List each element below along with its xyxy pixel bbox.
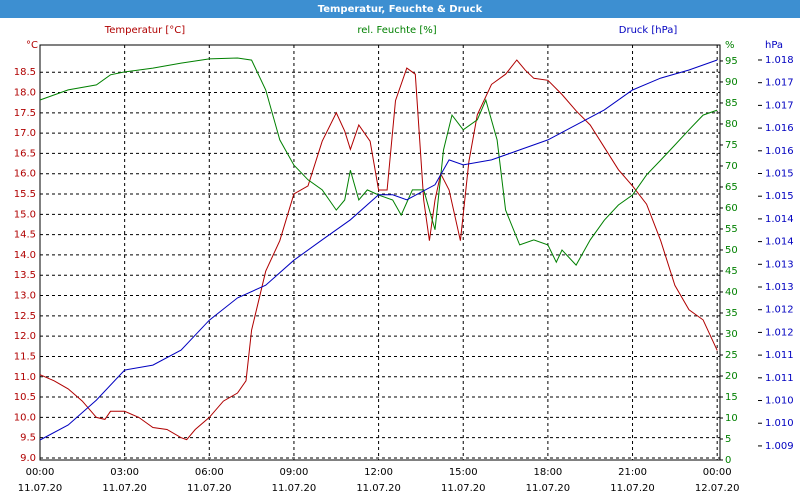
y3-tick-label: 1.018	[765, 55, 794, 66]
y-tick-label: 15.5	[14, 189, 36, 200]
x-tick-date: 11.07.20	[18, 483, 63, 494]
y-tick-label: 15.0	[14, 209, 36, 220]
y3-tick-label: 1.013	[765, 282, 794, 293]
x-tick-label: 00:00	[703, 467, 732, 478]
x-tick-label: 09:00	[280, 467, 309, 478]
y3-tick-label: 1.015	[765, 191, 794, 202]
x-tick-date: 11.07.20	[441, 483, 486, 494]
y3-tick-label: 1.010	[765, 396, 794, 407]
y2-tick-label: 50	[725, 245, 738, 256]
y2-tick-label: 30	[725, 329, 738, 340]
y2-tick-label: 40	[725, 287, 738, 298]
y2-tick-label: 85	[725, 98, 738, 109]
y2-tick-label: 80	[725, 119, 738, 130]
y2-tick-label: 25	[725, 350, 738, 361]
title-bar	[0, 0, 800, 18]
legend-label: Druck [hPa]	[619, 25, 678, 36]
y3-tick-label: 1.011	[765, 373, 794, 384]
y2-tick-label: 90	[725, 77, 738, 88]
plot-frame	[39, 44, 721, 461]
y3-tick-label: 1.014	[765, 237, 794, 248]
x-tick-date: 11.07.20	[272, 483, 317, 494]
y2-tick-label: 35	[725, 308, 738, 319]
series-line	[39, 57, 718, 266]
y-tick-label: 10.0	[14, 412, 36, 423]
y2-tick-label: 5	[725, 434, 731, 445]
y3-tick-label: 1.011	[765, 350, 794, 361]
y3-tick-label: 1.009	[765, 441, 794, 452]
y-tick-label: 13.5	[14, 270, 36, 281]
y3-tick-label: 1.015	[765, 168, 794, 179]
y2-tick-label: 55	[725, 224, 738, 235]
y-tick-label: 18.5	[14, 67, 36, 78]
y2-unit: %	[725, 40, 735, 51]
y-tick-label: 17.0	[14, 128, 36, 139]
y2-tick-label: 20	[725, 371, 738, 382]
y2-tick-label: 65	[725, 182, 738, 193]
x-tick-label: 15:00	[449, 467, 478, 478]
y-unit: °C	[26, 40, 38, 51]
y3-tick-label: 1.012	[765, 327, 794, 338]
x-tick-date: 11.07.20	[102, 483, 147, 494]
y3-tick-label: 1.014	[765, 214, 794, 225]
y-tick-label: 16.5	[14, 148, 36, 159]
x-tick-date: 11.07.20	[526, 483, 571, 494]
x-tick-label: 12:00	[364, 467, 393, 478]
x-tick-label: 21:00	[618, 467, 647, 478]
y2-tick-label: 0	[725, 455, 731, 466]
x-tick-date: 11.07.20	[610, 483, 655, 494]
series-line	[39, 59, 718, 441]
x-tick-label: 06:00	[195, 467, 224, 478]
y2-tick-label: 95	[725, 56, 738, 67]
y-tick-label: 14.5	[14, 230, 36, 241]
y3-tick-label: 1.016	[765, 123, 794, 134]
y-tick-label: 13.0	[14, 291, 36, 302]
y-tick-label: 17.5	[14, 108, 36, 119]
y-tick-label: 11.5	[14, 351, 36, 362]
x-tick-label: 03:00	[110, 467, 139, 478]
y-tick-label: 11.0	[14, 372, 36, 383]
x-tick-date: 11.07.20	[356, 483, 401, 494]
y3-tick-label: 1.012	[765, 305, 794, 316]
y3-tick-label: 1.017	[765, 100, 794, 111]
y3-tick-label: 1.013	[765, 259, 794, 270]
y2-tick-label: 60	[725, 203, 738, 214]
y3-tick-label: 1.016	[765, 146, 794, 157]
y-tick-label: 12.0	[14, 331, 36, 342]
x-tick-label: 00:00	[26, 467, 55, 478]
series-line	[39, 59, 718, 441]
legend-label: Temperatur [°C]	[104, 25, 185, 36]
y2-tick-label: 70	[725, 161, 738, 172]
y-tick-label: 9.0	[20, 453, 36, 464]
y2-tick-label: 75	[725, 140, 738, 151]
y-tick-label: 16.0	[14, 169, 36, 180]
y3-unit: hPa	[765, 40, 783, 51]
y2-tick-label: 10	[725, 413, 738, 424]
y-tick-label: 14.0	[14, 250, 36, 261]
y-tick-label: 9.5	[20, 433, 36, 444]
y-tick-label: 10.5	[14, 392, 36, 403]
legend-label: rel. Feuchte [%]	[357, 25, 436, 36]
y-tick-label: 12.5	[14, 311, 36, 322]
y3-tick-label: 1.017	[765, 78, 794, 89]
y2-tick-label: 15	[725, 392, 738, 403]
y3-tick-label: 1.010	[765, 418, 794, 429]
chart-title: Temperatur, Feuchte & Druck	[318, 4, 483, 15]
x-tick-date: 11.07.20	[187, 483, 232, 494]
x-tick-date: 12.07.20	[695, 483, 740, 494]
y2-tick-label: 45	[725, 266, 738, 277]
x-tick-label: 18:00	[533, 467, 562, 478]
y-tick-label: 18.0	[14, 88, 36, 99]
